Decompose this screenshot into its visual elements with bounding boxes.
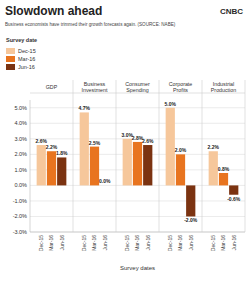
x-tick-label: Dec-15	[38, 235, 44, 251]
grid-line	[30, 216, 245, 217]
legend-label: Mar-16	[18, 56, 35, 62]
x-tick-label: Mar-16	[134, 235, 140, 251]
bars	[37, 108, 239, 217]
panel-header: ConsumerSpending	[125, 81, 150, 93]
x-tick-label: Dec-15	[124, 235, 130, 251]
chart: Slowdown ahead Business economists have t…	[0, 0, 249, 300]
panel-header: IndustrialProduction	[211, 81, 236, 93]
bar	[37, 145, 46, 185]
data-label: 0.8%	[218, 166, 230, 172]
bar	[57, 157, 66, 185]
x-tick-label: Dec-15	[81, 235, 87, 251]
subtitle: Business economists have trimmed their g…	[5, 22, 176, 27]
x-tick-label: Jun-16	[59, 235, 65, 251]
panel-header: CorporateProfits	[169, 81, 193, 93]
grid-line	[30, 107, 245, 108]
grid-line	[30, 123, 245, 124]
panel-separator	[159, 80, 160, 232]
y-tick-label: -2.0%	[13, 213, 27, 219]
y-tick-label: 4.0%	[14, 120, 27, 126]
data-label: 2.2%	[208, 144, 220, 150]
panel-separator	[116, 80, 117, 232]
x-tick-label: Dec-15	[167, 235, 173, 251]
data-label: 2.6%	[142, 138, 154, 144]
y-tick-label: -1.0%	[13, 198, 27, 204]
logo: CNBC	[220, 7, 243, 16]
header-rule	[30, 93, 245, 94]
title: Slowdown ahead	[5, 4, 102, 18]
data-label: 2.2%	[46, 144, 58, 150]
logo-box	[214, 4, 245, 16]
legend-title: Survey date	[6, 37, 37, 43]
panel-separator	[202, 80, 203, 232]
bar	[123, 139, 132, 186]
bar	[186, 185, 195, 216]
x-tick-label: Jun-16	[102, 235, 108, 251]
data-label: -0.6%	[227, 196, 241, 202]
panel-header: GDP	[46, 84, 58, 90]
legend-swatch	[6, 64, 15, 70]
x-tick-label: Jun-16	[231, 235, 237, 251]
x-tick-label: Mar-16	[91, 235, 97, 251]
bar	[133, 142, 142, 185]
bar	[143, 145, 152, 185]
x-tick-label: Dec-15	[210, 235, 216, 251]
grid-line	[30, 232, 245, 233]
y-tick-label: 3.0%	[14, 136, 27, 142]
data-label: 1.8%	[56, 150, 68, 156]
bar	[47, 151, 56, 185]
y-axis-line	[30, 100, 31, 232]
panel-separator	[245, 80, 246, 232]
x-tick-label: Jun-16	[145, 235, 151, 251]
x-axis-line	[30, 232, 245, 233]
y-tick-label: 0.0%	[14, 182, 27, 188]
y-tick-label: -3.0%	[13, 229, 27, 235]
x-axis-title: Survey dates	[120, 265, 155, 271]
data-label: 4.7%	[79, 105, 91, 111]
bar	[209, 151, 218, 185]
x-tick-label: Mar-16	[220, 235, 226, 251]
bar	[90, 147, 99, 186]
x-tick-label: Mar-16	[48, 235, 54, 251]
data-label: 2.0%	[175, 147, 187, 153]
grid-line	[30, 200, 245, 201]
bar	[229, 185, 238, 194]
bar	[100, 185, 109, 186]
legend-label: Dec-15	[18, 48, 36, 54]
panel-separator	[73, 80, 74, 232]
legend-label: Jun-16	[18, 64, 35, 70]
bar	[176, 154, 185, 185]
data-label: 2.5%	[89, 140, 101, 146]
bar	[80, 112, 89, 185]
x-tick-label: Jun-16	[188, 235, 194, 251]
panel-header: BusinessInvestment	[82, 81, 108, 93]
data-label: 0.0%	[99, 178, 111, 184]
legend-swatch	[6, 48, 15, 54]
y-tick-label: 1.0%	[14, 167, 27, 173]
background	[0, 0, 249, 300]
data-label: -2.0%	[184, 217, 198, 223]
y-tick-label: 5.0%	[14, 105, 27, 111]
x-tick-label: Mar-16	[177, 235, 183, 251]
data-label: 2.6%	[36, 138, 48, 144]
bar	[166, 108, 175, 186]
legend-swatch	[6, 56, 15, 62]
bar	[219, 173, 228, 185]
data-label: 5.0%	[165, 101, 177, 107]
y-tick-label: 2.0%	[14, 151, 27, 157]
